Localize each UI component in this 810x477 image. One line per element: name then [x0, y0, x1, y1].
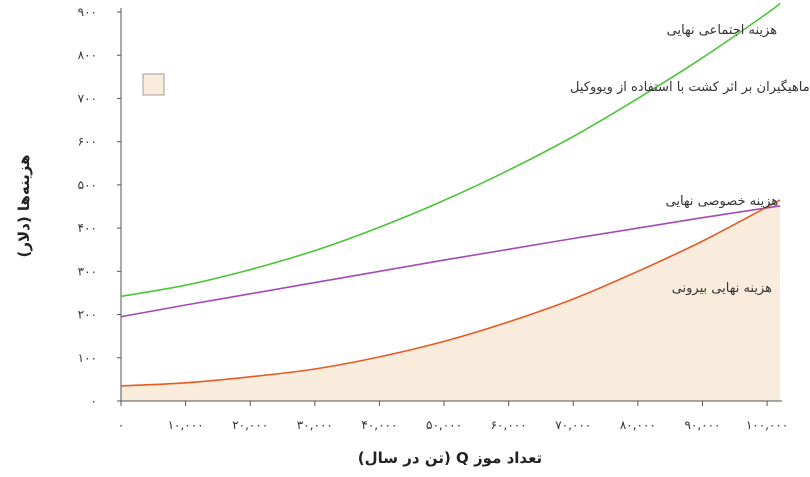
legend-swatch: [142, 73, 165, 96]
x-tick-label: ۹۰,۰۰۰: [684, 418, 720, 432]
series-line-2: [120, 205, 781, 318]
y-tick-label: ۱۰۰: [78, 351, 97, 365]
x-axis-title: تعداد موز Q (تن در سال): [358, 449, 542, 467]
x-tick-label: ۱۰۰,۰۰۰: [746, 418, 789, 432]
series-label-2: هزینه خصوصی نهایی: [665, 194, 778, 209]
series-label-3: هزینه نهایی بیرونی: [672, 281, 772, 296]
y-tick-label: ۳۰۰: [78, 264, 97, 278]
series-line-3: [120, 199, 781, 387]
y-tick-label: ۶۰۰: [78, 135, 97, 149]
legend-label: هزینه های تحمیل شده بر ماهیگیران بر اثر …: [570, 79, 810, 95]
y-tick-label: ۵۰۰: [78, 178, 97, 192]
x-tick-label: ۱۰,۰۰۰: [168, 418, 204, 432]
y-tick-label: ۰: [91, 394, 97, 408]
series-label-1: هزینه اجتماعی نهایی: [667, 23, 778, 38]
y-tick-label: ۴۰۰: [78, 221, 97, 235]
x-tick-label: ۲۰,۰۰۰: [232, 418, 268, 432]
y-axis-title: هزینه‌ها (دلار): [15, 154, 33, 257]
y-tick-label: ۷۰۰: [78, 91, 97, 105]
x-tick-label: ۴۰,۰۰۰: [361, 418, 397, 432]
x-tick-label: ۰: [118, 418, 124, 432]
x-tick-label: ۸۰,۰۰۰: [620, 418, 656, 432]
x-tick-label: ۶۰,۰۰۰: [491, 418, 527, 432]
x-tick-label: ۷۰,۰۰۰: [555, 418, 591, 432]
series-line-1: [120, 2, 781, 298]
y-tick-label: ۸۰۰: [78, 48, 97, 62]
x-tick-label: ۳۰,۰۰۰: [297, 418, 333, 432]
shaded-area-external-cost: [121, 200, 780, 401]
y-tick-label: ۹۰۰: [78, 5, 97, 19]
x-tick-label: ۵۰,۰۰۰: [426, 418, 462, 432]
y-tick-label: ۲۰۰: [78, 308, 97, 322]
